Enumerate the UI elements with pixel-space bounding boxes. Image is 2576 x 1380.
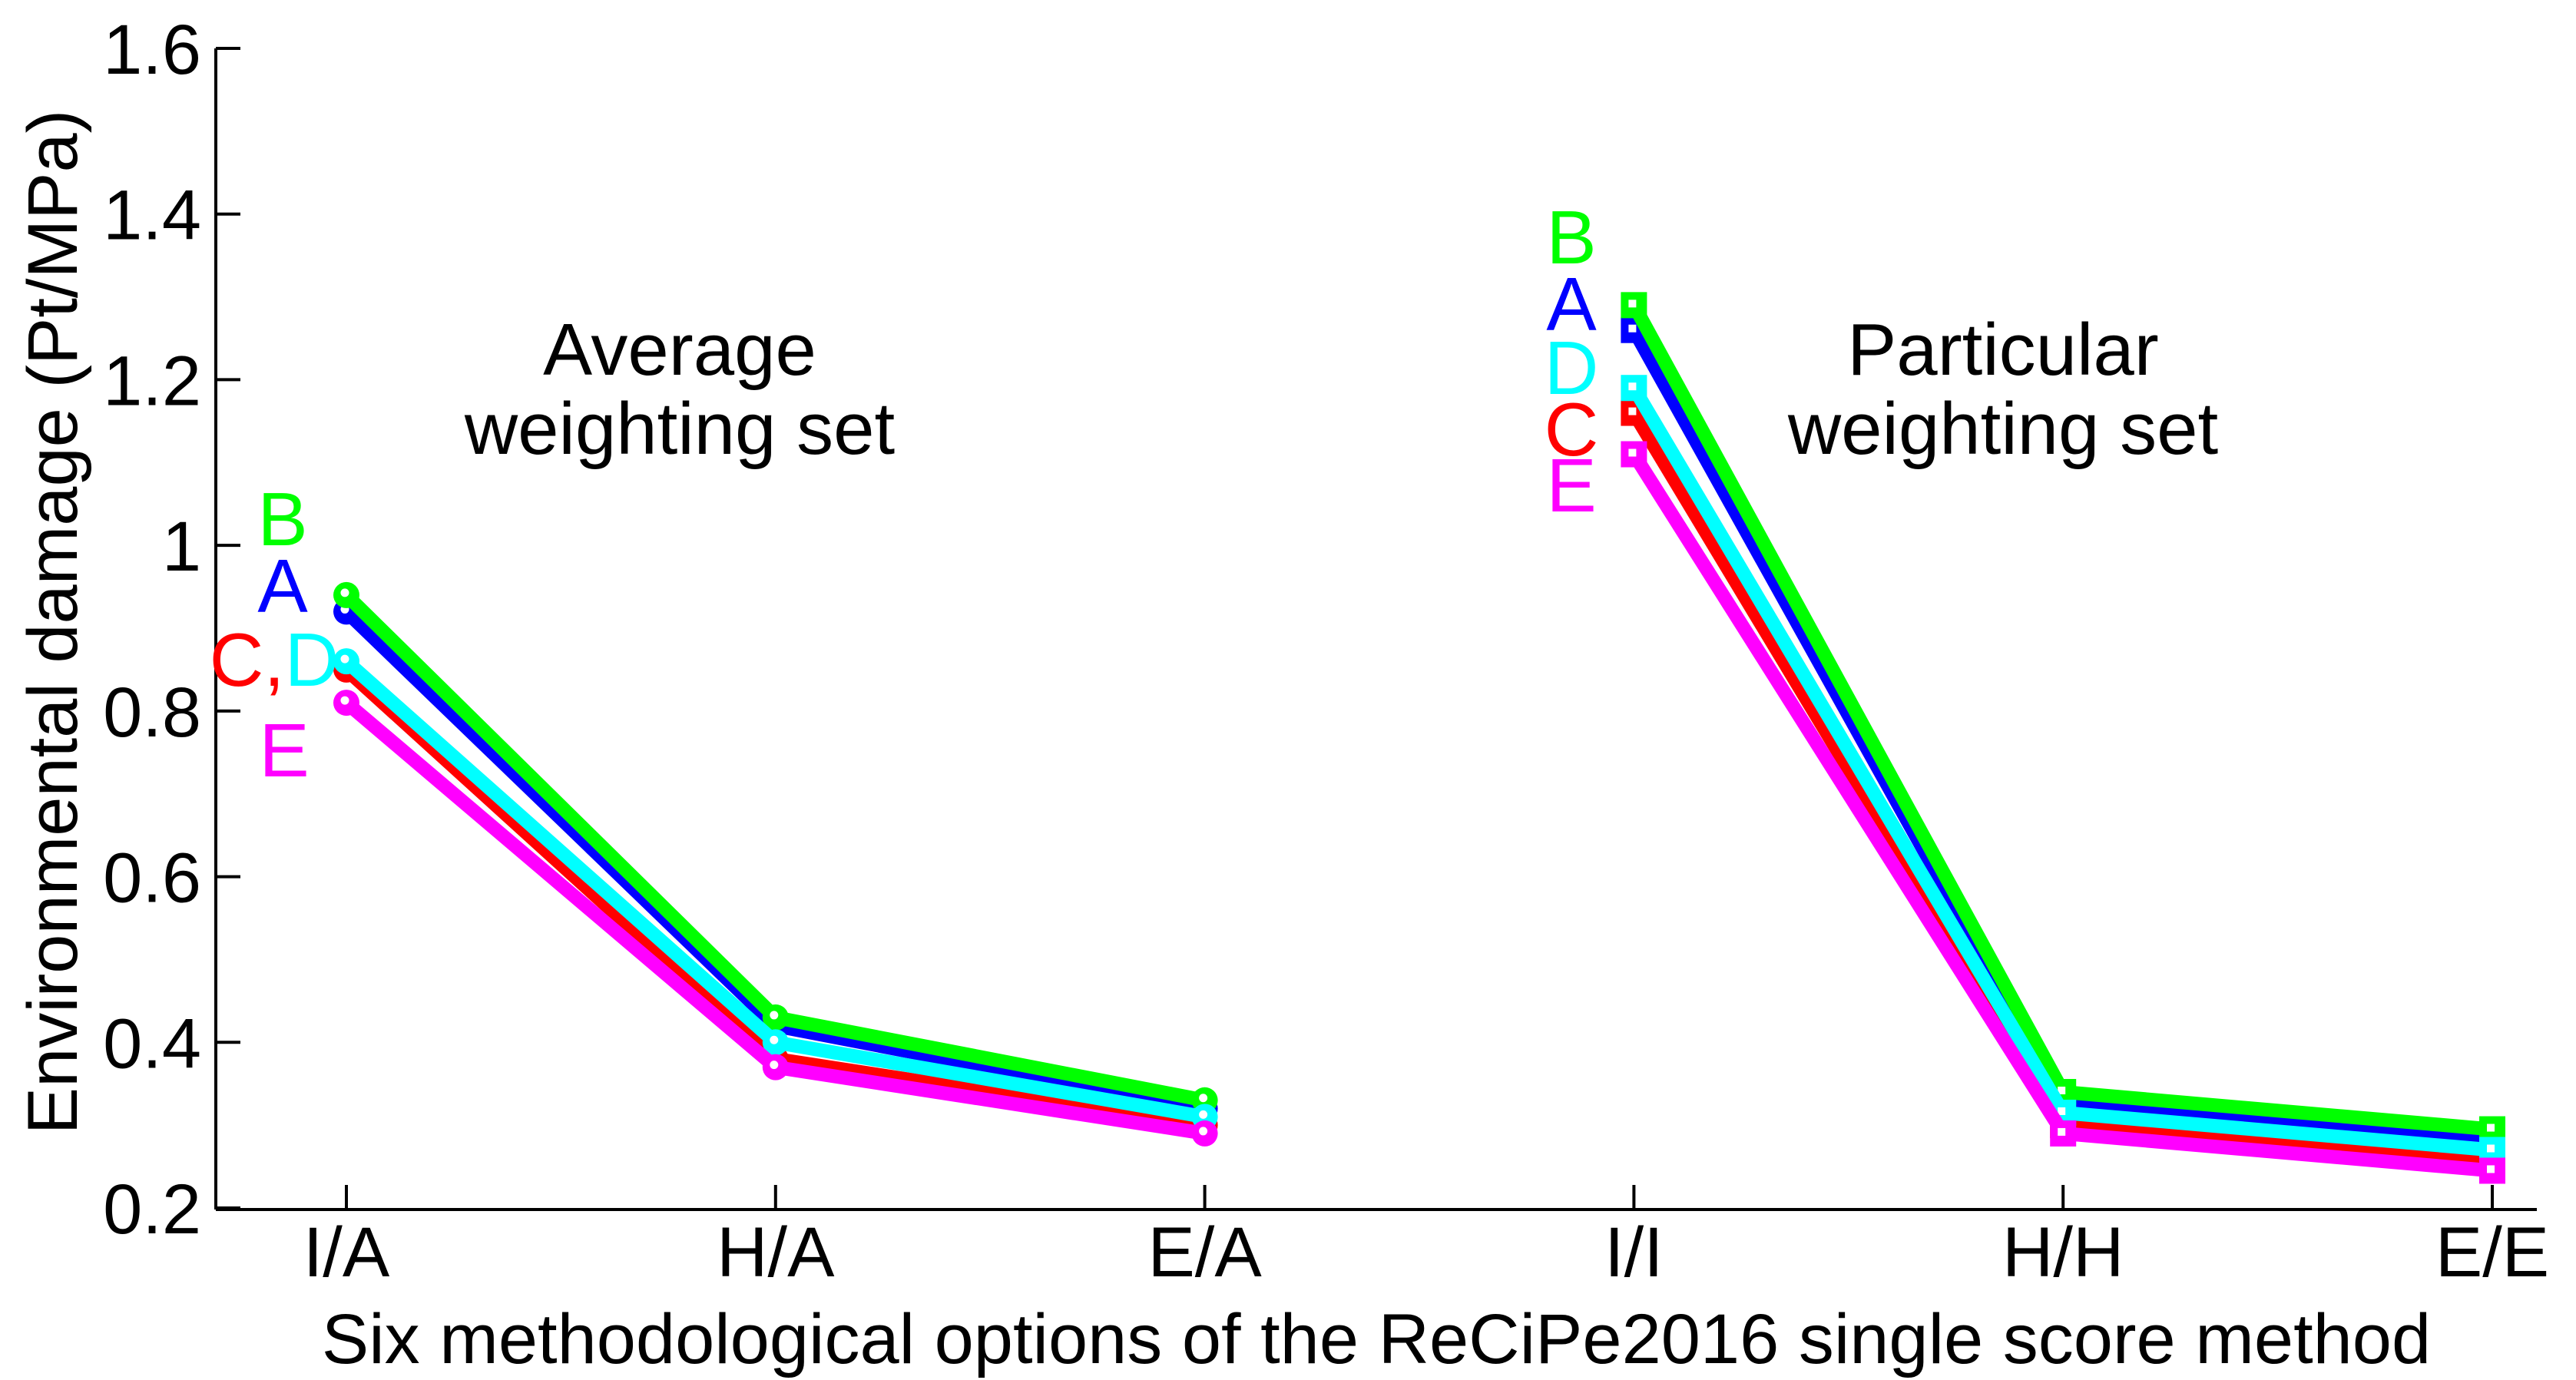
marker-center-dot	[770, 1061, 779, 1070]
series-letter-label: E	[1546, 443, 1596, 528]
series-letter: C	[1545, 387, 1599, 472]
marker-center-dot	[1628, 382, 1637, 391]
series-C-line	[1627, 409, 2493, 1166]
series-letter: C,	[210, 617, 285, 702]
marker-center-dot	[1199, 1127, 1208, 1136]
marker-center-dot	[340, 696, 349, 705]
x-tick-label: E/A	[1147, 1213, 1262, 1292]
series-letter: E	[259, 708, 309, 793]
marker-center-dot	[770, 1035, 779, 1044]
marker-center-dot	[2058, 1107, 2066, 1115]
series-letter: B	[257, 477, 307, 561]
group-label: weighting set	[1787, 388, 2218, 470]
marker-center-dot	[2487, 1124, 2495, 1132]
x-tick-label: E/E	[2435, 1213, 2549, 1292]
y-tick-label: 1.6	[103, 11, 201, 89]
y-tick-label: 0.8	[103, 673, 201, 752]
series-letter-label: A	[257, 544, 308, 628]
y-tick-label: 1.4	[103, 177, 201, 255]
marker-center-dot	[340, 588, 349, 597]
axes-layer: 1.6 1.4 1.2 1 0.8 0.6 0.4 0.2 I/A H/A E/A I/I H/H E/E	[103, 11, 2549, 1292]
series-letter-label: E	[259, 708, 309, 793]
y-axis-title: Environmental damage (Pt/MPa)	[14, 110, 92, 1135]
marker-center-dot	[2058, 1086, 2066, 1094]
group-label: Average	[543, 309, 816, 391]
marker-center-dot	[770, 1011, 779, 1020]
x-axis-title: Six methodological options of the ReCiPe…	[322, 1300, 2431, 1378]
marker-center-dot	[2487, 1144, 2495, 1153]
series-letter: A	[257, 544, 308, 628]
group-label: Particular	[1847, 309, 2158, 391]
series-letter-label: B	[257, 477, 307, 561]
marker-center-dot	[1628, 407, 1637, 415]
x-tick-label: H/A	[717, 1213, 835, 1292]
y-tick-label: 0.4	[103, 1004, 201, 1083]
series-letter: D	[285, 617, 339, 702]
series-D-line	[1627, 384, 2493, 1157]
series-letter-label: C	[1545, 387, 1599, 472]
marker-center-dot	[1628, 448, 1637, 457]
y-tick-label: 0.2	[103, 1170, 201, 1249]
y-tick-label: 1.2	[103, 342, 201, 420]
series-letter: E	[1546, 443, 1596, 528]
group-label: weighting set	[464, 388, 895, 470]
series-letter: A	[1546, 262, 1597, 346]
marker-center-dot	[1628, 324, 1637, 333]
series-layer	[333, 292, 2505, 1184]
x-tick-label: H/H	[2002, 1213, 2124, 1292]
series-letter: B	[1546, 195, 1596, 280]
series-letter-label: A	[1546, 262, 1597, 346]
series-letter-label: D	[1545, 326, 1599, 410]
marker-center-dot	[340, 654, 349, 664]
series-letter-label: B	[1546, 195, 1596, 280]
x-tick-label: I/I	[1604, 1213, 1664, 1292]
y-tick-label: 0.6	[103, 839, 201, 918]
series-letter-label: C,D	[210, 617, 339, 702]
y-tick-label: 1	[162, 508, 201, 586]
marker-center-dot	[1199, 1094, 1208, 1103]
marker-center-dot	[1199, 1110, 1208, 1119]
marker-center-dot	[2487, 1165, 2495, 1173]
series-letter: D	[1545, 326, 1599, 410]
marker-center-dot	[2058, 1127, 2066, 1136]
marker-center-dot	[1628, 299, 1637, 308]
x-tick-label: I/A	[303, 1213, 390, 1292]
